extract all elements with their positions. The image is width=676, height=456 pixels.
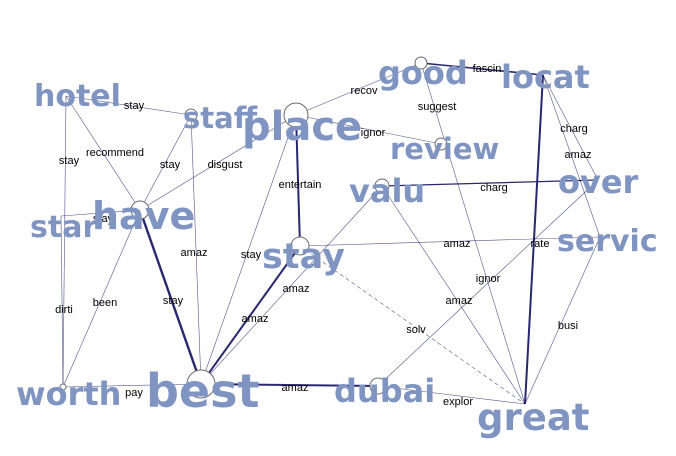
edge-label-place-best: stay (241, 249, 262, 261)
edge-label-place-good: recov (351, 85, 378, 97)
edge-staff-best (190, 114, 202, 385)
edge-label-have-best: stay (163, 295, 184, 307)
edge-servic-great (524, 236, 601, 405)
edge-label-servic-great: busi (558, 320, 578, 332)
edge-stay-great (299, 245, 526, 405)
edge-label-place-stay: entertain (279, 179, 322, 191)
node-circle-stay (290, 236, 310, 256)
edge-place-good (295, 62, 422, 116)
edge-label-place-review: ignor (361, 127, 386, 139)
node-word-servic: servic (557, 224, 658, 259)
edge-hotel-have (65, 95, 141, 211)
node-word-locat: locat (501, 58, 590, 96)
edge-star-have (60, 209, 141, 217)
edge-dubai-great (377, 385, 526, 405)
node-word-star: star (30, 210, 97, 245)
edge-stay-best (200, 245, 301, 385)
node-word-dubai: dubai (334, 372, 435, 410)
node-circles-layer (59, 56, 448, 399)
edges-layer (60, 62, 601, 405)
edge-staff-have (139, 114, 192, 211)
edge-locat-servic (542, 74, 601, 238)
edge-label-locat-over: charg (560, 123, 588, 135)
node-word-stay: stay (262, 237, 345, 277)
edge-have-place (139, 114, 297, 211)
edge-label-valu-over: charg (480, 182, 508, 194)
edge-locat-over (542, 74, 599, 181)
edge-label-valu-great: amaz (446, 295, 473, 307)
edge-good-great (420, 62, 526, 405)
node-circle-best (186, 369, 216, 399)
edge-place-stay (295, 114, 301, 247)
edge-hotel-worth (62, 95, 67, 388)
node-word-valu: valu (349, 172, 425, 210)
edge-label-staff-have: stay (160, 159, 181, 171)
node-circle-have (130, 200, 150, 220)
edge-label-stay-servic: amaz (444, 238, 471, 250)
edge-label-locat-servic: amaz (565, 149, 592, 161)
node-word-best: best (146, 364, 260, 418)
edge-have-worth (62, 209, 141, 388)
node-word-hotel: hotel (34, 79, 121, 114)
node-circle-place (283, 102, 309, 128)
edge-hotel-staff (65, 95, 192, 116)
node-circle-staff (184, 108, 198, 122)
edge-good-locat (420, 62, 544, 76)
edge-place-best (200, 114, 297, 385)
edge-label-best-dubai: amaz (282, 382, 309, 394)
node-word-have: have (92, 194, 195, 238)
edge-label-worth-best: pay (125, 387, 143, 399)
edge-stay-servic (299, 236, 601, 247)
node-word-review: review (390, 132, 499, 166)
node-word-great: great (477, 396, 589, 439)
edge-label-have-place: disgust (208, 159, 243, 171)
edge-label-star-worth: dirti (55, 304, 73, 316)
edge-best-dubai (200, 383, 379, 387)
edge-label-hotel-worth: stay (59, 155, 80, 167)
edge-place-review (295, 114, 442, 145)
edge-star-worth (60, 215, 64, 388)
edge-label-star-have: stay (93, 213, 114, 225)
edge-label-have-worth: been (93, 297, 117, 309)
node-circle-valu (374, 178, 390, 194)
node-word-place: place (242, 104, 362, 150)
edge-worth-best (62, 383, 202, 388)
edge-label-over-dubai: rate (531, 238, 550, 250)
edge-label-good-locat: fascin (473, 63, 502, 75)
edge-label-hotel-staff: stay (124, 100, 145, 112)
edge-have-best (138, 209, 203, 385)
edge-label-valu-best: amaz (242, 313, 269, 325)
node-circle-worth (59, 383, 67, 391)
edge-label-stay-best: amaz (283, 283, 310, 295)
node-circle-dubai (369, 377, 387, 395)
node-word-over: over (558, 163, 639, 201)
edge-label-locat-great: ignor (476, 273, 501, 285)
edge-valu-over (381, 179, 599, 187)
node-word-good: good (378, 54, 468, 92)
edge-over-dubai (377, 179, 599, 387)
edge-valu-great (381, 185, 526, 405)
node-circle-review (434, 137, 448, 151)
edge-label-staff-best: amaz (181, 247, 208, 259)
edge-locat-great (524, 74, 544, 405)
node-circle-good (414, 56, 428, 70)
edge-label-dubai-great: explor (443, 396, 473, 408)
edge-label-stay-great: solv (406, 324, 426, 336)
edge-label-good-great: suggest (418, 101, 457, 113)
edge-valu-best (200, 185, 383, 385)
node-word-worth: worth (16, 375, 121, 413)
edge-label-hotel-have: recommend (86, 147, 144, 159)
node-word-staff: staff (183, 101, 258, 135)
